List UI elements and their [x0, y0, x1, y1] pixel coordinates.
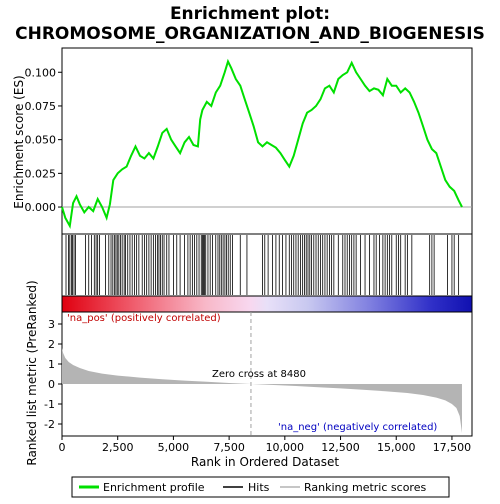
- hits-panel-frame: [61, 233, 473, 297]
- legend: Enrichment profile Hits Ranking metric s…: [71, 476, 450, 498]
- es-y-tick-label: 0.050: [25, 134, 57, 147]
- hits-panel: [61, 233, 473, 297]
- ranked-y-tick-label: -1: [44, 398, 55, 411]
- es-y-axis-label: Enrichment score (ES): [12, 75, 26, 208]
- hit-marks: [65, 235, 460, 295]
- zero-cross-label: Zero cross at 8480: [212, 369, 306, 380]
- ranked-metric-panel: 3 2 1 0 -1 -2 'na_pos' (positively correlated…: [25, 280, 473, 466]
- ranked-panel-frame: [61, 311, 473, 437]
- x-tick-label: 10,000: [266, 441, 305, 454]
- ranked-y-tick-label: -2: [44, 418, 55, 431]
- x-tick-label: 0: [59, 441, 66, 454]
- x-axis-label: Rank in Ordered Dataset: [191, 455, 339, 469]
- chart-title-line2: CHROMOSOME_ORGANIZATION_AND_BIOGENESIS: [15, 24, 485, 44]
- ranked-y-axis-label: Ranked list metric (PreRanked): [25, 280, 39, 465]
- x-tick-label: 7,500: [213, 441, 245, 454]
- rank-color-bar: [61, 295, 473, 313]
- ranked-y-tick-label: 1: [48, 358, 55, 371]
- ranked-y-tick-label: 0: [48, 378, 55, 391]
- ranked-y-axis: 3 2 1 0 -1 -2: [44, 318, 62, 431]
- es-y-tick-label: 0.000: [25, 201, 57, 214]
- es-panel: 0.000 0.025 0.050 0.075 0.100 Enrichment sco…: [12, 47, 473, 235]
- es-y-tick-label: 0.075: [25, 100, 57, 113]
- x-axis: 0 2,500 5,000 7,500 10,000 12,500 15,000 17,500: [59, 436, 472, 454]
- rank-color-gradient: [61, 295, 473, 313]
- ranking-metric-area: [62, 348, 462, 433]
- positive-correlation-label: 'na_pos' (positively correlated): [67, 313, 221, 324]
- es-y-axis: 0.000 0.025 0.050 0.075 0.100: [25, 66, 62, 214]
- ranked-y-tick-label: 3: [48, 318, 55, 331]
- ranked-y-tick-label: 2: [48, 338, 55, 351]
- legend-hits-label: Hits: [248, 481, 270, 494]
- x-tick-label: 2,500: [102, 441, 134, 454]
- legend-ranking-metric-label: Ranking metric scores: [304, 481, 426, 494]
- x-tick-label: 5,000: [158, 441, 190, 454]
- legend-enrichment-profile-label: Enrichment profile: [103, 481, 205, 494]
- es-y-tick-label: 0.025: [25, 167, 57, 180]
- legend-box: [71, 476, 450, 498]
- es-y-tick-label: 0.100: [25, 66, 57, 79]
- es-panel-frame: [61, 47, 473, 235]
- chart-title-line1: Enrichment plot:: [170, 4, 330, 24]
- x-tick-label: 17,500: [433, 441, 472, 454]
- negative-correlation-label: 'na_neg' (negatively correlated): [278, 422, 437, 433]
- x-tick-label: 15,000: [377, 441, 416, 454]
- enrichment-profile-line: [61, 58, 463, 229]
- x-tick-label: 12,500: [321, 441, 360, 454]
